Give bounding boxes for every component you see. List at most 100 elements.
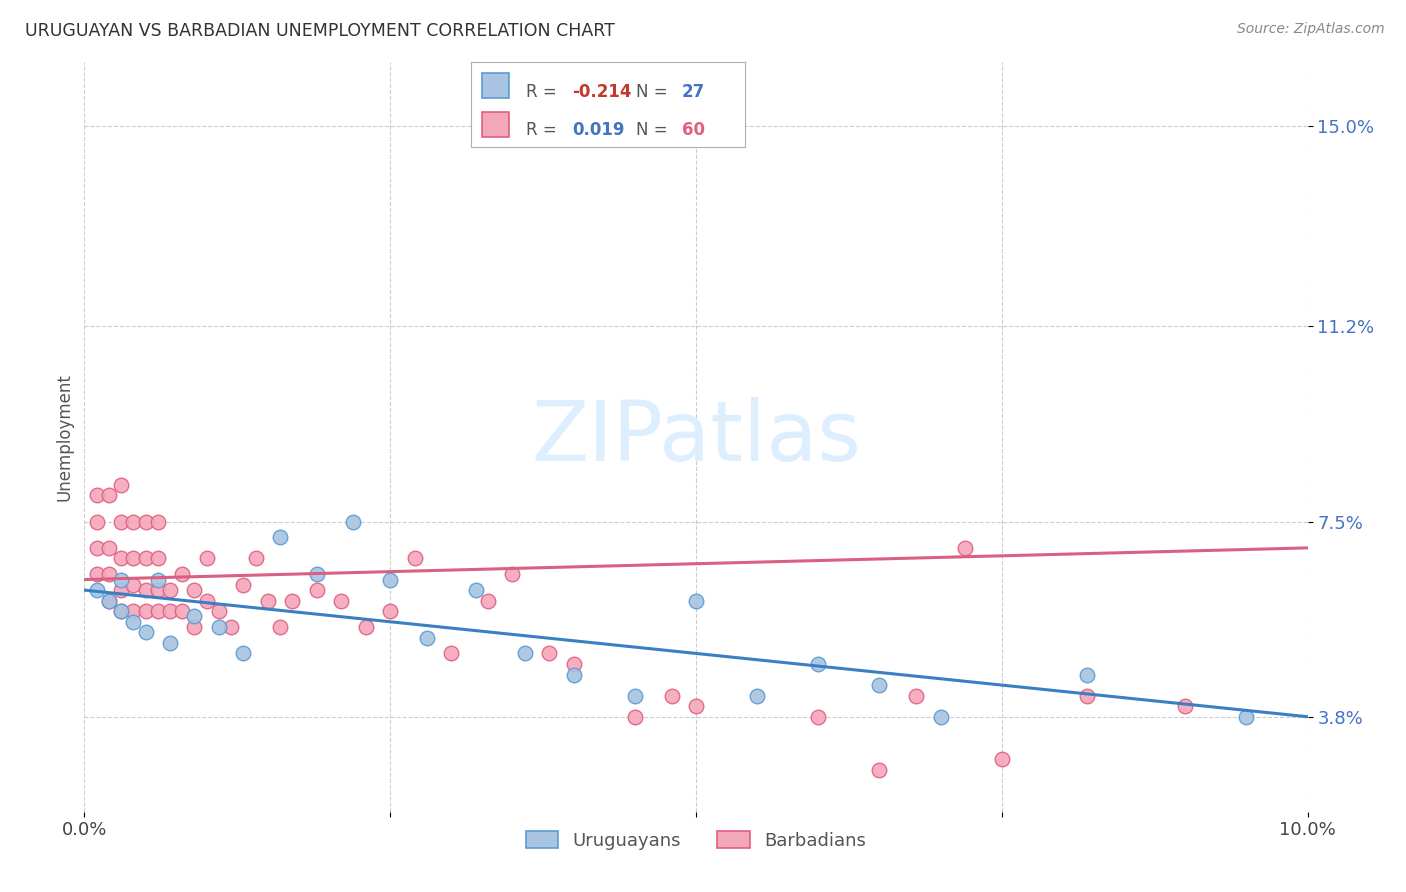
- Text: 27: 27: [682, 83, 706, 101]
- Point: [122, 551, 145, 566]
- Point: [330, 593, 353, 607]
- Point: [97, 541, 120, 555]
- Point: [342, 515, 364, 529]
- Point: [624, 710, 647, 724]
- Point: [135, 515, 157, 529]
- Point: [380, 604, 402, 618]
- Point: [208, 604, 231, 618]
- Point: [562, 667, 585, 681]
- Point: [135, 625, 157, 640]
- Legend: Uruguayans, Barbadians: Uruguayans, Barbadians: [520, 826, 872, 855]
- Point: [380, 573, 402, 587]
- Point: [86, 583, 108, 598]
- Point: [122, 515, 145, 529]
- FancyBboxPatch shape: [482, 112, 509, 137]
- Point: [807, 657, 830, 671]
- Point: [354, 620, 377, 634]
- Point: [183, 620, 205, 634]
- Point: [86, 488, 108, 502]
- Point: [86, 567, 108, 582]
- Point: [905, 689, 928, 703]
- Point: [685, 699, 707, 714]
- Point: [110, 551, 132, 566]
- Point: [464, 583, 486, 598]
- Point: [110, 583, 132, 598]
- Point: [1236, 710, 1258, 724]
- FancyBboxPatch shape: [482, 72, 509, 98]
- Text: N =: N =: [636, 121, 672, 139]
- Point: [208, 620, 231, 634]
- Point: [929, 710, 952, 724]
- Text: 0.019: 0.019: [572, 121, 624, 139]
- Point: [183, 609, 205, 624]
- Point: [232, 647, 254, 661]
- Point: [146, 573, 169, 587]
- Point: [97, 488, 120, 502]
- Point: [538, 647, 561, 661]
- Point: [440, 647, 463, 661]
- Point: [146, 515, 169, 529]
- Text: ZIPatlas: ZIPatlas: [531, 397, 860, 477]
- Point: [416, 631, 439, 645]
- Point: [183, 583, 205, 598]
- Point: [404, 551, 426, 566]
- Point: [86, 515, 108, 529]
- Text: R =: R =: [526, 83, 562, 101]
- Point: [195, 551, 218, 566]
- Point: [146, 583, 169, 598]
- Point: [172, 604, 194, 618]
- Point: [502, 567, 524, 582]
- Point: [110, 515, 132, 529]
- Point: [807, 710, 830, 724]
- Point: [110, 604, 132, 618]
- Point: [110, 604, 132, 618]
- Point: [135, 583, 157, 598]
- Point: [305, 567, 328, 582]
- Point: [122, 604, 145, 618]
- Point: [869, 678, 891, 692]
- Point: [195, 593, 218, 607]
- Point: [97, 567, 120, 582]
- Point: [269, 530, 291, 544]
- Point: [110, 477, 132, 491]
- Point: [159, 583, 181, 598]
- Text: N =: N =: [636, 83, 672, 101]
- Text: URUGUAYAN VS BARBADIAN UNEMPLOYMENT CORRELATION CHART: URUGUAYAN VS BARBADIAN UNEMPLOYMENT CORR…: [25, 22, 616, 40]
- Point: [146, 604, 169, 618]
- Point: [110, 573, 132, 587]
- Point: [305, 583, 328, 598]
- Point: [159, 636, 181, 650]
- Point: [97, 593, 120, 607]
- Point: [135, 604, 157, 618]
- Y-axis label: Unemployment: Unemployment: [55, 373, 73, 501]
- Point: [1076, 667, 1098, 681]
- Point: [562, 657, 585, 671]
- Text: R =: R =: [526, 121, 562, 139]
- Point: [991, 752, 1014, 766]
- Point: [513, 647, 536, 661]
- Point: [245, 551, 267, 566]
- Text: Source: ZipAtlas.com: Source: ZipAtlas.com: [1237, 22, 1385, 37]
- Point: [257, 593, 280, 607]
- Point: [1174, 699, 1197, 714]
- Point: [624, 689, 647, 703]
- Point: [269, 620, 291, 634]
- Point: [135, 551, 157, 566]
- Text: 60: 60: [682, 121, 706, 139]
- Point: [232, 578, 254, 592]
- Point: [281, 593, 304, 607]
- Point: [747, 689, 769, 703]
- Point: [661, 689, 683, 703]
- Point: [122, 615, 145, 629]
- Point: [86, 541, 108, 555]
- Point: [869, 763, 891, 777]
- Point: [685, 593, 707, 607]
- Point: [477, 593, 499, 607]
- Point: [146, 551, 169, 566]
- Point: [122, 578, 145, 592]
- Point: [172, 567, 194, 582]
- Point: [97, 593, 120, 607]
- Text: -0.214: -0.214: [572, 83, 631, 101]
- Point: [159, 604, 181, 618]
- Point: [219, 620, 242, 634]
